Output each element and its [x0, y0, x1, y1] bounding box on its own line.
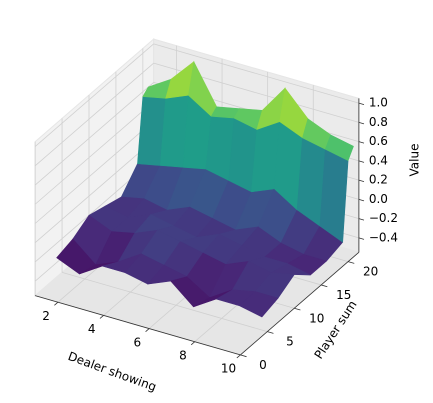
tick-mark — [358, 160, 365, 163]
tick-mark — [358, 102, 365, 106]
y-tick-label: 0 — [259, 358, 267, 372]
tick-mark — [358, 122, 365, 125]
x-tick-label: 10 — [221, 362, 236, 376]
y-tick-label: 20 — [363, 265, 378, 279]
z-tick-label: 0.2 — [369, 173, 388, 187]
tick-mark — [358, 179, 365, 182]
z-tick-label: 1.0 — [369, 96, 388, 110]
grid-line — [34, 120, 154, 224]
tick-mark — [358, 237, 365, 240]
tick-mark — [358, 218, 365, 221]
tick-mark — [190, 341, 196, 346]
z-tick-label: 0.0 — [369, 192, 388, 206]
z-tick-label: 0.8 — [369, 115, 388, 129]
grid-line — [34, 101, 154, 205]
y-axis-label: Player sum — [312, 298, 360, 362]
surface-patch — [238, 291, 279, 318]
z-tick-label: 0.4 — [369, 153, 388, 167]
y-tick-label: 15 — [336, 288, 351, 302]
grid-line — [153, 43, 359, 104]
tick-mark — [99, 315, 104, 319]
grid-line — [34, 139, 154, 244]
x-tick-label: 8 — [179, 349, 187, 363]
y-tick-label: 10 — [309, 311, 324, 325]
axis-line — [240, 251, 360, 356]
surface-patch — [319, 148, 349, 243]
axes: 2 4 6 8 10 0 5 10 15 20 −0.4 −0.2 0.0 0.2 0.4 0.6 0.8 1.0 — [35, 96, 398, 376]
tick-mark — [321, 284, 328, 288]
grid-line — [34, 82, 154, 186]
tick-mark — [358, 198, 365, 202]
tick-mark — [236, 354, 241, 359]
x-tick-label: 4 — [88, 322, 96, 336]
grid-line — [34, 62, 154, 167]
y-tick-label: 5 — [286, 335, 294, 349]
grid-line — [34, 43, 154, 147]
x-tick-label: 6 — [133, 335, 141, 349]
x-tick-label: 2 — [42, 309, 50, 323]
tick-mark — [358, 141, 365, 144]
surface-patch — [324, 134, 354, 162]
tick-mark — [145, 328, 150, 332]
tick-mark — [240, 354, 247, 358]
grid-line — [61, 271, 268, 332]
z-axis-label: Value — [408, 144, 422, 177]
tick-mark — [54, 301, 59, 306]
surf — [56, 60, 354, 318]
x-axis-label: Dealer showing — [66, 349, 158, 394]
tick-mark — [294, 307, 301, 311]
tick-mark — [347, 261, 355, 264]
z-tick-label: −0.2 — [369, 211, 398, 225]
z-tick-label: 0.6 — [369, 134, 388, 148]
z-tick-label: −0.4 — [369, 230, 398, 244]
axis-line — [35, 295, 241, 356]
tick-mark — [267, 331, 274, 334]
